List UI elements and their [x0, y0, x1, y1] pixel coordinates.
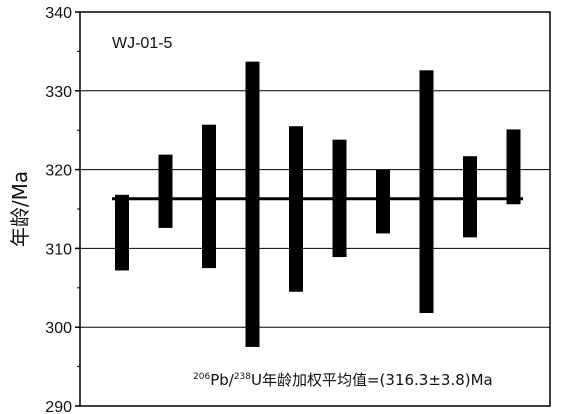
- age-bar-4: [245, 61, 260, 347]
- annotation-text-1: Pb/: [210, 371, 235, 389]
- plot-frame: [79, 11, 551, 407]
- age-bar-2: [158, 154, 173, 228]
- age-bar-1: [115, 194, 129, 271]
- y-axis-title: 年龄/Ma: [8, 171, 32, 247]
- y-tick-label: 290: [45, 399, 72, 414]
- age-bar-5: [289, 126, 303, 292]
- y-tick-label: 340: [45, 5, 72, 22]
- annotation-sup-2: 238: [234, 372, 251, 382]
- age-bar-3: [202, 124, 216, 269]
- grid-lines: [80, 90, 550, 328]
- y-tick-label: 320: [45, 163, 72, 180]
- annotation-text-2: U年龄加权平均值=(316.3±3.8)Ma: [251, 371, 493, 389]
- sample-label: WJ-01-5: [112, 35, 173, 52]
- annotation-sup-1: 206: [193, 372, 210, 382]
- age-bar-9: [463, 156, 477, 238]
- age-bar-8: [419, 70, 434, 314]
- y-tick-label: 310: [45, 241, 72, 258]
- age-bar-10: [506, 129, 521, 205]
- y-axis-ticks: 290 300 310 320 330 340: [45, 5, 80, 414]
- weighted-mean-annotation: 206Pb/238U年龄加权平均值=(316.3±3.8)Ma: [193, 371, 493, 389]
- y-tick-label: 330: [45, 84, 72, 101]
- age-bar-7: [376, 169, 390, 234]
- y-tick-label: 300: [45, 320, 72, 337]
